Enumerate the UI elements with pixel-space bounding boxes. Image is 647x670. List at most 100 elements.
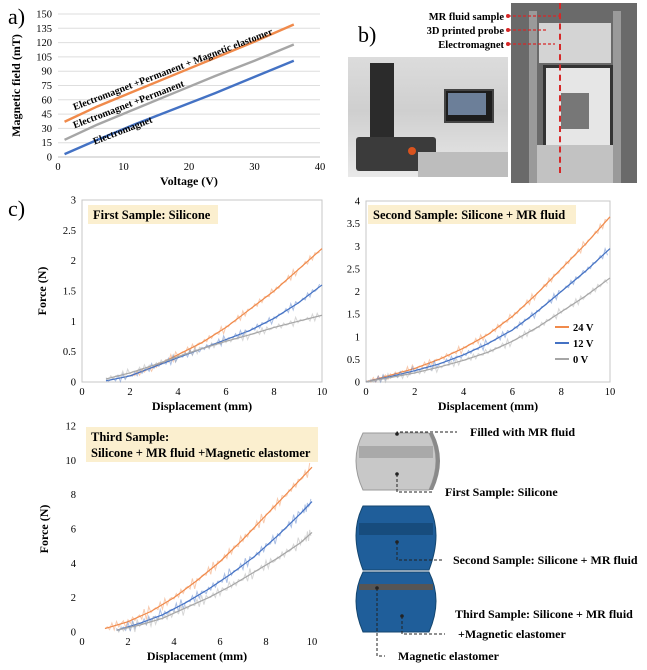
chart-title: Second Sample: Silicone + MR fluid <box>373 208 565 222</box>
series-line-0 <box>129 248 323 377</box>
third-sample-force-chart: 0 2 4 6 8 10 12 0 2 4 6 8 10 Displacement (mm) Force (… <box>37 422 318 663</box>
x-tick-label: 6 <box>510 387 515 398</box>
y-tick-label: 1.5 <box>63 287 76 298</box>
first-sample-illustration <box>355 432 440 491</box>
series-line-1 <box>365 248 611 383</box>
sample-schematics: Filled with MR fluid First Sample: Silic… <box>355 425 638 663</box>
y-tick-label: 8 <box>71 490 76 501</box>
y-tick-label: 15 <box>42 138 53 149</box>
y-tick-label: 45 <box>42 110 53 121</box>
x-tick-label: 2 <box>127 387 132 398</box>
lab-setup-photo <box>348 57 508 177</box>
x-tick-label: 30 <box>249 162 260 173</box>
y-tick-label: 2 <box>71 593 76 604</box>
first-sample-force-chart: 0 0.5 1 1.5 2 2.5 3 0 2 4 6 8 10 Displacement (mm) For… <box>35 196 328 414</box>
y-tick-label: 30 <box>42 124 53 135</box>
third-sample-label-line2: +Magnetic elastomer <box>458 627 566 641</box>
second-sample-force-chart: 0 0.5 1 1.5 2 2.5 3 3.5 4 0 2 4 6 8 10 Displacement (mm… <box>347 197 615 414</box>
chart-title-line2: Silicone + MR fluid +Magnetic elastomer <box>91 446 311 460</box>
x-tick-label: 10 <box>118 162 129 173</box>
series-noise-1 <box>105 283 321 384</box>
y-tick-label: 0 <box>47 153 52 164</box>
photo-label-mr-fluid-sample: MR fluid sample <box>429 12 505 23</box>
y-tick-label: 4 <box>71 559 77 570</box>
y-tick-label: 3 <box>71 196 76 207</box>
panel-label-a: a) <box>8 4 26 29</box>
plot-area <box>365 200 611 383</box>
chart-title: First Sample: Silicone <box>93 208 211 222</box>
photo-label-layer: MR fluid sample 3D printed probe Electro… <box>427 12 559 51</box>
series-line-2 <box>105 314 323 380</box>
chart-title: Third Sample: <box>91 430 169 444</box>
series-line-0 <box>64 23 295 123</box>
magnetic-elastomer-label: Magnetic elastomer <box>398 649 500 663</box>
y-axis-label: Force (N) <box>35 267 49 316</box>
y-tick-label: 75 <box>42 81 53 92</box>
series-line-1 <box>64 43 295 141</box>
x-tick-label: 2 <box>125 637 130 648</box>
series-line-1 <box>105 284 323 382</box>
x-axis-label: Voltage (V) <box>160 174 218 188</box>
y-tick-label: 105 <box>36 52 52 63</box>
y-tick-label: 120 <box>36 38 52 49</box>
x-axis-label: Displacement (mm) <box>147 649 247 663</box>
y-tick-label: 2.5 <box>63 226 76 237</box>
x-tick-label: 8 <box>263 637 268 648</box>
series-noise-0 <box>365 218 608 384</box>
y-tick-label: 3.5 <box>347 219 360 230</box>
y-tick-label: 3 <box>355 242 360 253</box>
x-tick-label: 10 <box>307 637 318 648</box>
y-tick-label: 6 <box>71 525 76 536</box>
x-tick-label: 4 <box>175 387 181 398</box>
chart-title-box <box>368 205 576 224</box>
y-tick-label: 0 <box>71 628 76 639</box>
x-tick-label: 0 <box>363 387 368 398</box>
series-line-0 <box>104 466 313 630</box>
y-tick-label: 0.5 <box>347 355 360 366</box>
y-tick-label: 1 <box>71 317 76 328</box>
y-tick-label: 150 <box>36 10 52 21</box>
x-tick-label: 6 <box>217 637 222 648</box>
series-line-2 <box>116 531 313 631</box>
y-axis-label: Magnetic field (mT) <box>9 34 23 137</box>
photo-label-3d-probe: 3D printed probe <box>427 26 505 37</box>
x-tick-label: 4 <box>461 387 467 398</box>
x-tick-label: 6 <box>223 387 228 398</box>
second-sample-illustration <box>355 505 437 571</box>
x-tick-label: 8 <box>271 387 276 398</box>
x-tick-label: 10 <box>317 387 328 398</box>
panel-label-b: b) <box>358 22 377 47</box>
series-noise-0 <box>104 462 311 632</box>
y-tick-label: 135 <box>36 24 52 35</box>
series-noise-0 <box>129 251 320 377</box>
y-tick-label: 60 <box>42 95 53 106</box>
x-axis-label: Displacement (mm) <box>152 399 252 413</box>
x-tick-label: 20 <box>184 162 195 173</box>
y-tick-label: 0 <box>355 378 360 389</box>
y-tick-label: 10 <box>66 456 77 467</box>
first-sample-label: First Sample: Silicone <box>445 485 558 499</box>
legend-item-1: 12 V <box>573 339 594 350</box>
photo-label-electromagnet: Electromagnet <box>438 40 504 51</box>
y-tick-label: 2.5 <box>347 264 360 275</box>
series-line-2 <box>365 277 611 383</box>
series-line-1 <box>116 501 313 631</box>
y-tick-label: 12 <box>66 422 77 433</box>
series-line-2 <box>64 59 295 156</box>
x-axis-label: Displacement (mm) <box>438 399 538 413</box>
y-tick-label: 2 <box>355 287 360 298</box>
chart-title-box <box>86 427 318 462</box>
y-tick-label: 1 <box>355 332 360 343</box>
y-tick-label: 0.5 <box>63 347 76 358</box>
x-tick-label: 4 <box>171 637 177 648</box>
panel-label-c: c) <box>8 196 26 221</box>
legend-item-0: 24 V <box>573 323 594 334</box>
x-tick-label: 40 <box>315 162 326 173</box>
series-noise-1 <box>365 247 609 384</box>
y-tick-label: 4 <box>355 197 361 208</box>
series-noise-2 <box>365 278 608 384</box>
filled-with-mr-fluid-label: Filled with MR fluid <box>470 425 575 439</box>
legend-item-2: 0 V <box>573 355 589 366</box>
y-tick-label: 90 <box>42 67 53 78</box>
x-tick-label: 0 <box>79 387 84 398</box>
